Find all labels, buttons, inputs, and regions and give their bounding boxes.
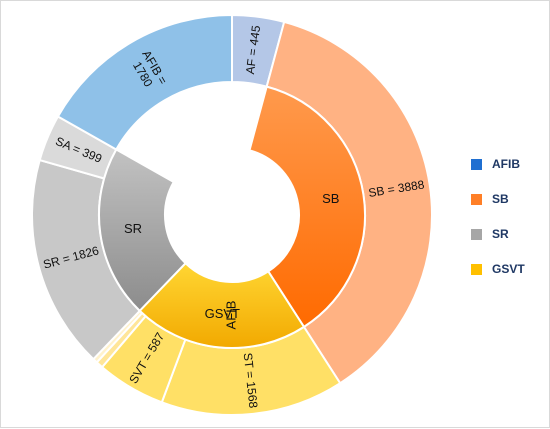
- inner-label-sr: SR: [124, 221, 142, 236]
- legend-swatch-gsvt: [471, 263, 482, 275]
- inner-label-gsvt: GSVT: [205, 306, 240, 321]
- legend-item-gsvt: GSVT: [471, 262, 547, 276]
- outer-segment-afib-1780: [56, 13, 233, 151]
- legend-label-afib: AFIB: [492, 157, 520, 171]
- inner-label-sb: SB: [322, 191, 339, 206]
- legend-label-sr: SR: [492, 227, 509, 241]
- inner-segment-sb: [248, 85, 366, 329]
- legend-label-sb: SB: [492, 192, 509, 206]
- inner-segment-gsvt: [138, 261, 306, 349]
- inner-ring: [98, 82, 366, 349]
- legend-item-sb: SB: [471, 192, 547, 206]
- legend-swatch-sr: [471, 228, 482, 240]
- legend-swatch-sb: [471, 193, 482, 205]
- legend-item-afib: AFIB: [471, 157, 547, 171]
- legend-label-gsvt: GSVT: [492, 262, 525, 276]
- inner-segment-sr: [98, 148, 187, 313]
- outer-label-st-1568: ST = 1568: [241, 352, 261, 409]
- legend-swatch-afib: [471, 158, 482, 170]
- outer-ring: [31, 13, 433, 416]
- legend-item-sr: SR: [471, 227, 547, 241]
- outer-label-af-445: AF = 445: [243, 24, 263, 75]
- legend: AFIB SB SR GSVT: [471, 157, 547, 297]
- inner-label-afib: AFIB: [223, 301, 238, 330]
- center-hole: [166, 149, 298, 281]
